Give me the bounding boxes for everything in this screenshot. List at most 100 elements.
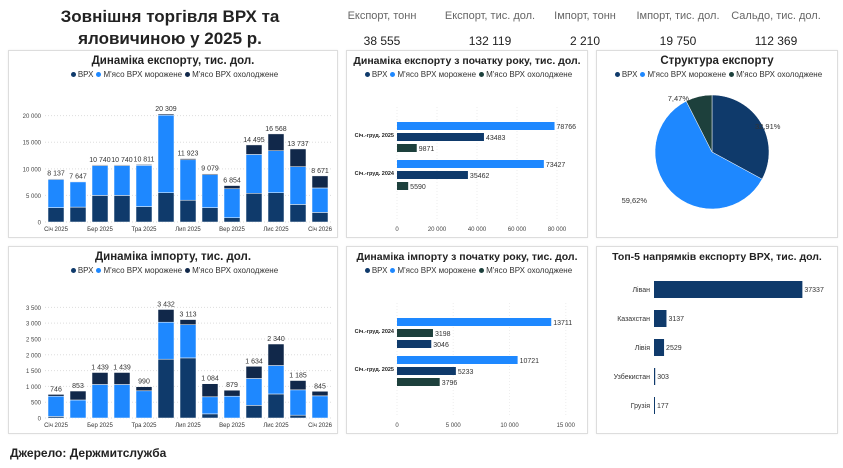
bar-segment [267, 150, 285, 193]
bar-segment [135, 165, 153, 207]
data-label: 13711 [553, 320, 572, 327]
bar-segment [179, 324, 197, 359]
legend-vrh: ВРХ [621, 70, 638, 79]
data-label: 6 854 [223, 178, 241, 185]
data-label: 11 923 [178, 151, 199, 158]
data-label: 3 432 [157, 301, 175, 308]
group-label: Січ.-груд. 2025 [355, 133, 394, 139]
data-label: 3137 [668, 316, 684, 323]
data-label: 1 185 [289, 373, 307, 380]
page-title: Зовнішня торгівля ВРХ та яловичиною у 202… [20, 6, 320, 50]
data-label: 1 439 [91, 364, 109, 371]
y-tick-label: 5 000 [26, 194, 42, 200]
bar-segment [311, 391, 329, 397]
y-tick-label: 2 500 [26, 337, 42, 343]
bar-segment [201, 396, 219, 415]
bar-segment [201, 207, 219, 223]
kpi-label: Експорт, тонн [347, 10, 417, 22]
bar-segment [157, 358, 175, 419]
pie-slice [685, 94, 713, 153]
bar-segment [91, 195, 109, 223]
bar-segment [179, 199, 197, 223]
bar-segment [311, 395, 329, 419]
bar-segment [91, 164, 109, 166]
category-label: Узбекистан [614, 373, 651, 381]
bar [397, 318, 552, 326]
data-label: 14 495 [243, 137, 265, 144]
bar-segment [245, 405, 263, 419]
data-label: 5233 [458, 369, 474, 376]
bar-segment [135, 390, 153, 419]
bar-segment [267, 133, 285, 151]
data-label: 990 [138, 379, 150, 386]
bar-segment [179, 319, 197, 325]
source-note: Джерело: Держмитслужба [10, 446, 167, 460]
kpi-value: 2 210 [569, 34, 601, 48]
bar-segment [289, 166, 307, 205]
legend-vrh: ВРХ [77, 266, 94, 275]
y-tick-label: 15 000 [23, 141, 42, 147]
bar-segment [245, 154, 263, 194]
kpi-import-usd: Імпорт, тис. дол. 19 750 [623, 10, 733, 48]
x-tick-label: 40 000 [468, 227, 487, 233]
import-monthly-chart: 0 500 1 000 1 500 2 000 2 500 3 000 3 500 746 Січ… [26, 301, 333, 429]
bar-segment [289, 148, 307, 167]
bar-segment [135, 386, 153, 392]
bar [397, 122, 555, 130]
y-tick-label: 1 500 [26, 369, 42, 375]
data-label: 853 [72, 383, 84, 390]
x-tick-label: Лип 2025 [175, 423, 201, 429]
bar-segment [223, 188, 241, 218]
kpi-label: Імпорт, тис. дол. [636, 10, 720, 22]
bar-segment [311, 187, 329, 213]
bar-segment [267, 393, 285, 419]
legend-vrh: ВРХ [371, 70, 388, 79]
bar-segment [47, 179, 65, 208]
slice-label: 7,47% [668, 94, 690, 103]
data-label: 10 740 [111, 157, 133, 164]
data-label: 10721 [520, 358, 540, 365]
kpi-label: Експорт, тис. дол. [444, 10, 536, 22]
export-structure-chart: 32,91% 59,62% 7,47% [622, 94, 781, 210]
legend-chilled: М'ясо ВРХ охолоджене [192, 70, 279, 79]
y-tick-label: 10 000 [23, 167, 42, 173]
bar [654, 397, 655, 414]
bar-segment [69, 181, 87, 208]
kpi-value: 132 119 [468, 34, 512, 48]
bar [397, 329, 433, 337]
bar-segment [245, 193, 263, 223]
y-tick-label: 500 [31, 401, 42, 407]
data-label: 8 137 [47, 171, 65, 178]
bar-segment [135, 206, 153, 223]
x-tick-label: Бер 2025 [87, 423, 113, 429]
legend-frozen: М'ясо ВРХ морожене [397, 266, 477, 275]
x-tick-label: 10 000 [500, 423, 519, 429]
bar-segment [267, 365, 285, 395]
bar [654, 368, 656, 385]
bar-segment [69, 206, 87, 223]
data-label: 9 079 [201, 166, 219, 173]
bar-segment [289, 380, 307, 391]
top5-panel: Топ-5 напрямків експорту ВРХ, тис. дол. … [596, 246, 838, 434]
bar-segment [223, 217, 241, 223]
bar [397, 144, 417, 152]
bar-segment [179, 159, 197, 201]
x-tick-label: Лис 2025 [263, 227, 289, 233]
kpi-value: 112 369 [754, 34, 798, 48]
data-label: 1 634 [245, 358, 263, 365]
bar-segment [223, 185, 241, 190]
data-label: 3198 [435, 331, 451, 338]
bar-segment [69, 399, 87, 419]
top5-chart: Ліван 37337 Казахстан 3137 Лівія 2529 Узбекист… [614, 281, 824, 414]
export-ytd-panel: Динаміка експорту з початку року, тис. д… [346, 50, 588, 238]
y-tick-label: 0 [38, 221, 42, 227]
chart-title: Динаміка імпорту, тис. дол. [94, 251, 252, 263]
bar-segment [113, 195, 131, 223]
data-label: 303 [657, 374, 669, 381]
bar-segment [113, 165, 131, 196]
data-label: 78766 [557, 124, 577, 131]
category-label: Ліван [632, 286, 650, 294]
data-label: 879 [226, 382, 238, 389]
bar [654, 310, 667, 327]
chart-legend: ВРХ М'ясо ВРХ морожене М'ясо ВРХ охолоджен… [347, 70, 587, 79]
